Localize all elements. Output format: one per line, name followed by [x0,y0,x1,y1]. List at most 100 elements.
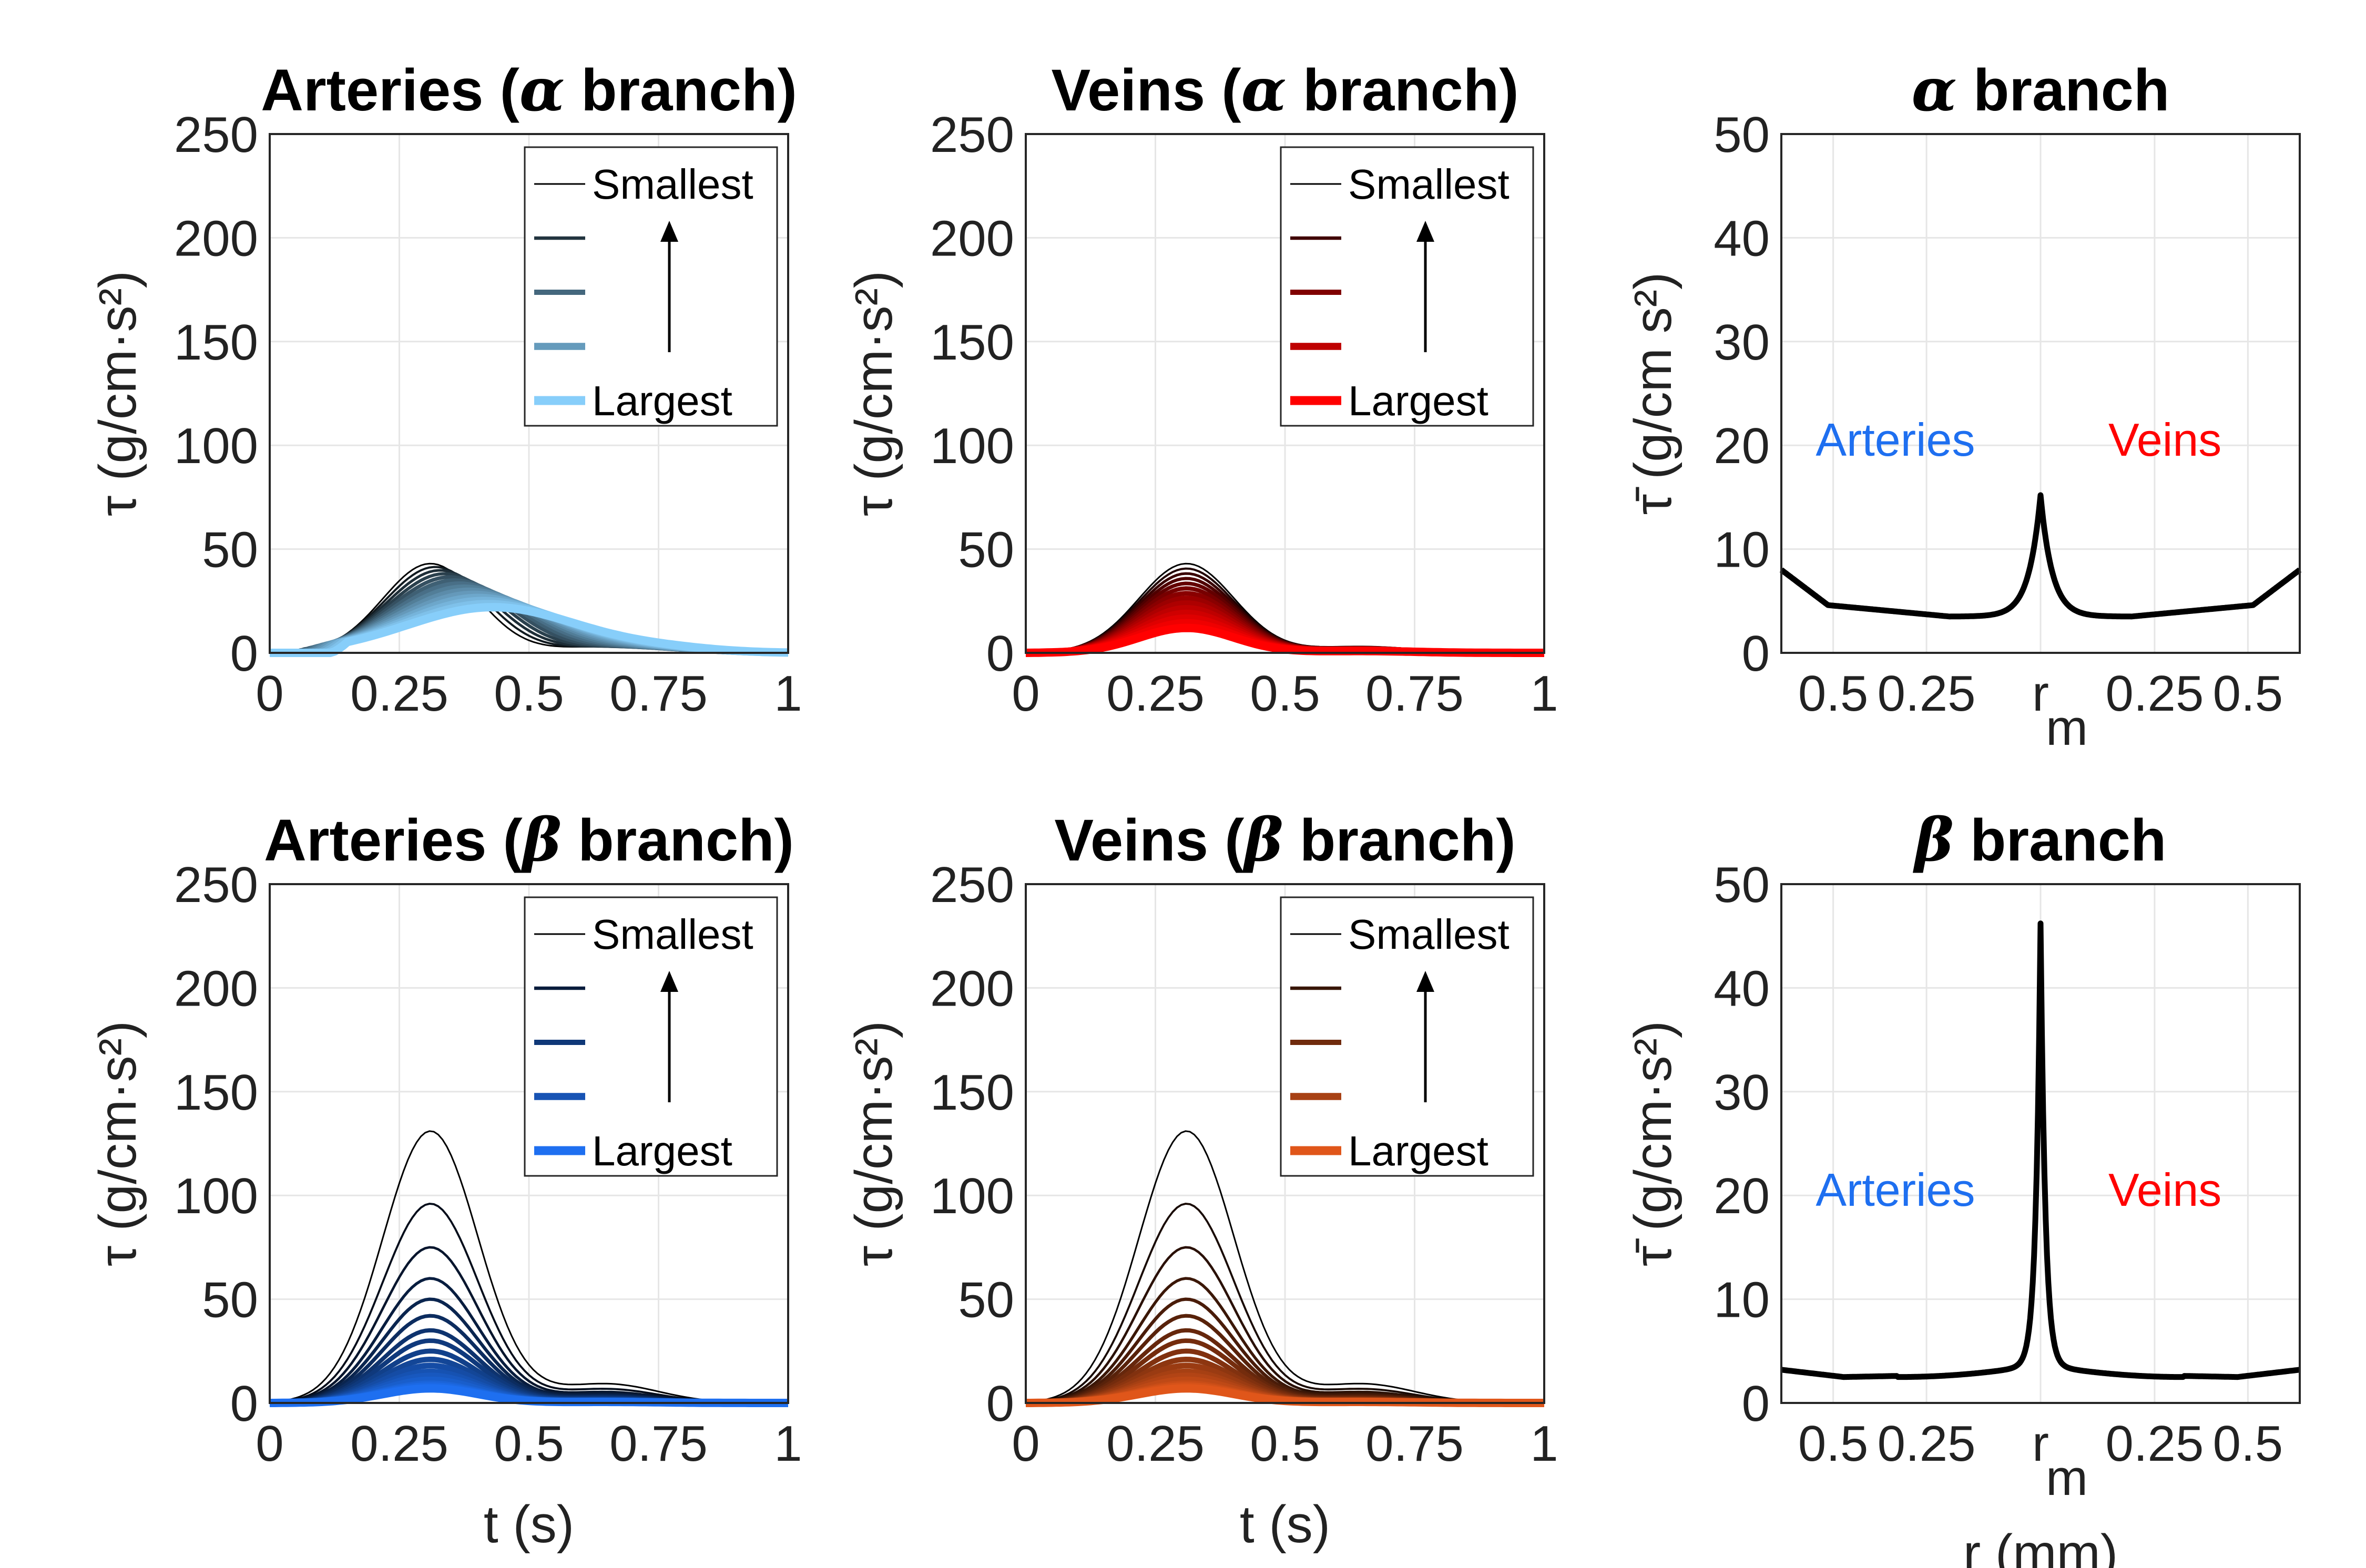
x-tick-label: 0.25 [1878,1416,1976,1472]
legend-label-largest: Largest [1348,1128,1488,1174]
x-tick-label: 1 [774,1416,802,1472]
panel-art-beta: 0 0.25 0.5 0.75 1 0 50 100 150 200 250 τ (g/cm·s²) t… [88,806,802,1554]
axes-box [269,133,789,654]
y-tick-label: 0 [986,1376,1014,1432]
y-tick-label: 10 [1714,1272,1770,1328]
chart-title: Arteries (α branch) [261,56,797,125]
title-part: Veins ( [1051,57,1241,123]
chart-title: Veins (β branch) [1054,806,1515,875]
title-part: Arteries ( [261,57,519,123]
x-tick-label: r [2032,665,2049,722]
axes-box [1025,883,1545,1404]
title-greek: β [1913,806,1954,875]
title-part: branch) [565,57,797,123]
x-tick-label: 0.75 [1365,1416,1464,1472]
y-tick-label: 30 [1714,1064,1770,1121]
y-tick-label: 50 [958,1272,1014,1328]
x-tick-label: 0.5 [1250,1416,1320,1472]
y-tick-label: 10 [1714,522,1770,578]
x-tick-subscript: m [2046,700,2088,756]
axes-box [1025,133,1545,654]
y-tick-label: 40 [1714,210,1770,267]
axes-box [1780,883,2301,1404]
title-greek: β [521,806,562,875]
legend: Smallest Largest [1280,896,1534,1177]
title-greek: α [1241,56,1287,125]
legend-box [524,896,778,1177]
x-tick-label: 0.75 [1365,665,1464,722]
x-tick-label: 1 [1530,1416,1558,1472]
y-tick-label: 150 [930,314,1014,371]
y-tick-label: 150 [930,1064,1014,1121]
legend-label-smallest: Smallest [592,161,753,208]
y-axis-label: τ (g/cm·s²) [844,271,903,516]
series-line [270,603,789,657]
title-greek: α [519,56,565,125]
title-part: Veins ( [1054,807,1245,873]
y-axis-label: τ̄ (g/cm s²) [1624,272,1682,515]
x-tick-label: 0.5 [494,665,564,722]
legend: Smallest Largest [1280,146,1534,427]
x-tick-label: 1 [1530,665,1558,722]
annotation-veins: Veins [2108,414,2221,466]
title-part: branch) [1287,57,1519,123]
axes-box [269,883,789,1404]
annotation-arteries: Arteries [1816,414,1975,466]
x-axis-label: r (mm) [1963,1524,2118,1568]
y-tick-label: 100 [174,1168,258,1224]
y-tick-label: 40 [1714,960,1770,1017]
y-axis-label: τ (g/cm·s²) [88,1021,147,1266]
y-tick-label: 50 [958,522,1014,578]
title-part: branch [1957,57,2170,123]
y-axis-label: τ (g/cm·s²) [844,1021,903,1266]
y-tick-label: 200 [174,210,258,267]
panel-vein-beta: 0 0.25 0.5 0.75 1 0 50 100 150 200 250 τ (g/cm·s²) t… [844,806,1558,1554]
legend-label-smallest: Smallest [1348,161,1510,208]
x-tick-label: 0.75 [609,1416,708,1472]
x-tick-label: 0.5 [1798,665,1868,722]
legend-label-largest: Largest [592,1128,732,1174]
y-tick-label: 0 [1742,626,1770,682]
x-tick-subscript: m [2046,1450,2088,1506]
x-tick-label: 0 [256,1416,283,1472]
x-tick-label: 0 [256,665,283,722]
y-tick-label: 100 [930,418,1014,474]
y-tick-label: 0 [1742,1376,1770,1432]
profile-line [1779,492,2302,620]
chart-title: Arteries (β branch) [264,806,794,875]
chart-title: β branch [1913,806,2167,875]
x-tick-label: 0.5 [2213,665,2283,722]
y-tick-label: 50 [1714,857,1770,913]
legend-arrow-head [1416,971,1434,992]
y-tick-label: 50 [202,1272,258,1328]
x-tick-label: 1 [774,665,802,722]
title-greek: β [1242,806,1283,875]
x-tick-label: 0 [1012,665,1039,722]
x-tick-label: 0.25 [350,665,448,722]
legend-label-smallest: Smallest [1348,911,1510,958]
panel-art-alpha: 0 0.25 0.5 0.75 1 0 50 100 150 200 250 τ (g/cm·s²) A… [88,56,802,722]
legend-box [1280,146,1534,427]
legend-box [524,146,778,427]
x-tick-label: 0.5 [1798,1416,1868,1472]
y-tick-label: 250 [930,107,1014,163]
legend-arrow-head [660,221,678,242]
y-tick-label: 100 [930,1168,1014,1224]
legend-box [1280,896,1534,1177]
legend-label-largest: Largest [592,377,732,424]
y-tick-label: 250 [930,857,1014,913]
title-part: branch [1954,807,2167,873]
annotation-veins: Veins [2108,1164,2221,1216]
x-tick-label: 0.25 [1106,665,1205,722]
panel-vein-alpha: 0 0.25 0.5 0.75 1 0 50 100 150 200 250 τ (g/cm·s²) V… [844,56,1558,722]
x-tick-label: 0.25 [350,1416,448,1472]
x-tick-label: 0.5 [2213,1416,2283,1472]
legend-label-smallest: Smallest [592,911,753,958]
y-tick-label: 150 [174,1064,258,1121]
x-tick-label: 0.25 [1878,665,1976,722]
title-greek: α [1912,56,1957,125]
legend-arrow-head [1416,221,1434,242]
x-axis-label: t (s) [484,1495,574,1554]
